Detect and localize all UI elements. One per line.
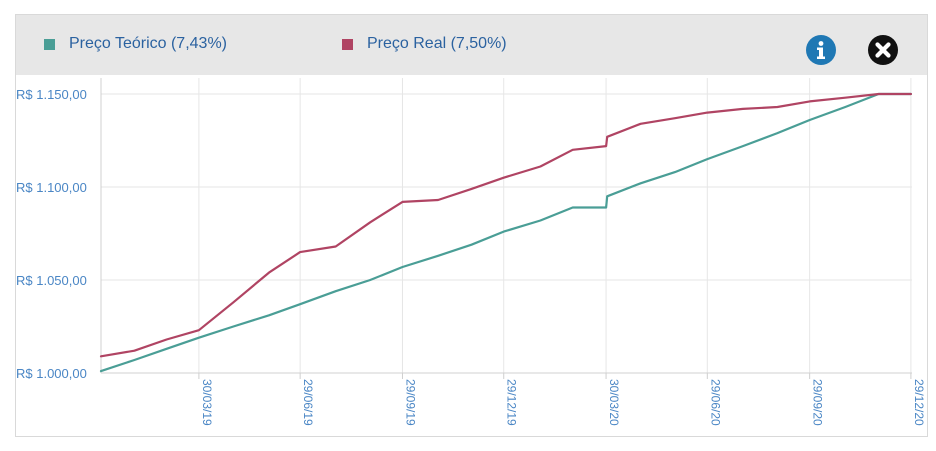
- y-tick-label: R$ 1.000,00: [16, 366, 87, 381]
- close-icon[interactable]: [868, 35, 898, 65]
- legend-item-preco-real[interactable]: Preço Real (7,50%): [342, 35, 507, 53]
- y-tick-label: R$ 1.100,00: [16, 180, 87, 195]
- series-line-preco-teorico: [99, 92, 913, 373]
- x-tick-label: 29/09/20: [811, 379, 825, 426]
- x-tick-label: 29/06/20: [708, 379, 722, 426]
- x-tick-label: 29/06/19: [301, 379, 315, 426]
- legend-bar: Preço Teórico (7,43%) Preço Real (7,50%): [16, 15, 927, 75]
- chart-card: Preço Teórico (7,43%) Preço Real (7,50%): [15, 14, 928, 437]
- series-line-preco-real: [99, 92, 913, 358]
- y-tick-label: R$ 1.150,00: [16, 87, 87, 102]
- info-icon[interactable]: [806, 35, 836, 65]
- y-tick-label: R$ 1.050,00: [16, 273, 87, 288]
- x-tick-label: 30/03/19: [200, 379, 214, 426]
- legend-item-preco-teorico[interactable]: Preço Teórico (7,43%): [44, 35, 227, 53]
- legend-label-real: Preço Real (7,50%): [367, 35, 507, 52]
- legend-swatch-teorico: [44, 38, 55, 50]
- x-tick-label: 30/03/20: [607, 379, 621, 426]
- x-tick-label: 29/12/20: [912, 379, 926, 426]
- x-tick-label: 29/12/19: [505, 379, 519, 426]
- legend-swatch-real: [342, 38, 353, 50]
- x-tick-label: 29/09/19: [403, 379, 417, 426]
- legend-label-teorico: Preço Teórico (7,43%): [69, 35, 227, 52]
